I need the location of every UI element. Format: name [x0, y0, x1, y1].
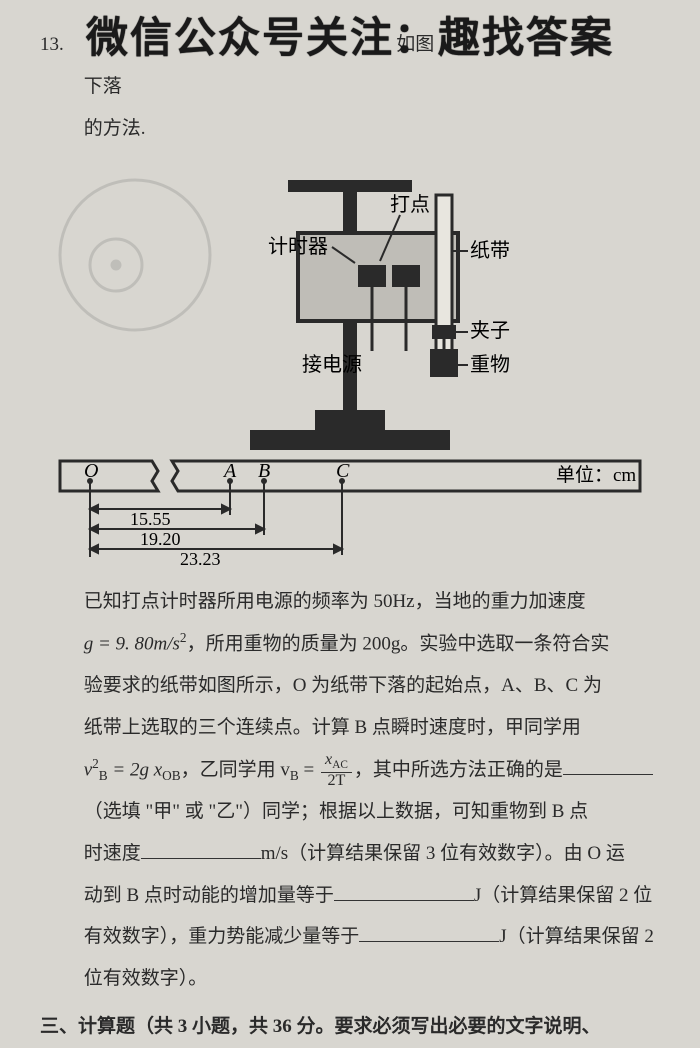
point-O: O	[84, 460, 98, 482]
label-timer1: 打点	[390, 193, 430, 216]
blank-1	[563, 754, 653, 775]
blank-3	[334, 880, 474, 901]
page-content: 13. 隐藏隐藏隐藏隐藏隐藏隐藏隐藏隐藏隐 如图 隐藏隐藏隐藏隐藏隐藏隐 下落 …	[0, 0, 700, 1048]
label-clip: 夹子	[470, 319, 510, 342]
paper-tape-diagram: O A B C 单位：cm 15.55 19.20	[40, 457, 660, 567]
body-p1b: g = 9. 80m/s2，所用重物的质量为 200g。实验中选取一条符合实	[84, 623, 660, 665]
point-B: B	[258, 460, 270, 482]
point-A: A	[222, 460, 237, 482]
unit-label: 单位：cm	[556, 464, 636, 486]
section-3-heading: 三、计算题（共 3 小题，共 36 分。要求必须写出必要的文字说明、	[40, 1006, 660, 1048]
q-tail: 下落	[84, 76, 122, 97]
body-p3a: （选填 "甲" 或 "乙"）同学；根据以上数据，可知重物到 B 点	[84, 791, 660, 833]
body-p1a: 已知打点计时器所用电源的频率为 50Hz，当地的重力加速度	[84, 581, 660, 623]
label-timer2: 计时器	[268, 235, 328, 258]
meas-1: 15.55	[130, 509, 171, 529]
body-p1d: 纸带上选取的三个连续点。计算 B 点瞬时速度时，甲同学用	[84, 707, 660, 749]
body-formula-line: v2B = 2g xOB，乙同学用 vB = xAC2T，其中所选方法正确的是	[84, 749, 660, 791]
label-tape: 纸带	[470, 239, 510, 262]
body-p3e: 位有效数字）。	[84, 958, 660, 1000]
label-weight: 重物	[470, 353, 510, 376]
label-power: 接电源	[302, 353, 362, 376]
body-p3d: 有效数字），重力势能减少量等于J（计算结果保留 2	[84, 916, 660, 958]
body-p1c: 验要求的纸带如图所示，O 为纸带下落的起始点，A、B、C 为	[84, 665, 660, 707]
blank-4	[359, 922, 499, 943]
meas-2: 19.20	[140, 529, 181, 549]
blank-2	[141, 838, 261, 859]
apparatus-diagram: 打点 计时器 纸带 夹子 接电源 重物	[40, 155, 660, 455]
body-p3b: 时速度m/s（计算结果保留 3 位有效数字）。由 O 运	[84, 833, 660, 875]
meas-3: 23.23	[180, 549, 221, 567]
q-head-line2: 的方法.	[40, 108, 660, 150]
point-C: C	[336, 460, 350, 482]
body-p3c: 动到 B 点时动能的增加量等于J（计算结果保留 2 位	[84, 875, 660, 917]
watermark-banner: 微信公众号关注：趣找答案	[0, 4, 700, 65]
question-body: 已知打点计时器所用电源的频率为 50Hz，当地的重力加速度 g = 9. 80m…	[40, 581, 660, 1000]
